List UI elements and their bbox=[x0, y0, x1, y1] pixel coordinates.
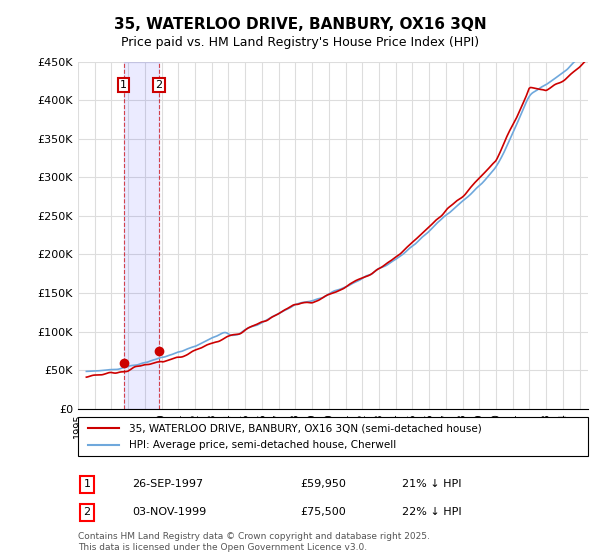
Text: 22% ↓ HPI: 22% ↓ HPI bbox=[402, 507, 461, 517]
Text: £59,950: £59,950 bbox=[300, 479, 346, 489]
Text: 35, WATERLOO DRIVE, BANBURY, OX16 3QN (semi-detached house): 35, WATERLOO DRIVE, BANBURY, OX16 3QN (s… bbox=[129, 423, 482, 433]
Bar bbox=[124, 62, 159, 409]
Text: 21% ↓ HPI: 21% ↓ HPI bbox=[402, 479, 461, 489]
Text: 35, WATERLOO DRIVE, BANBURY, OX16 3QN: 35, WATERLOO DRIVE, BANBURY, OX16 3QN bbox=[113, 17, 487, 32]
Text: 1: 1 bbox=[83, 479, 91, 489]
Text: 2: 2 bbox=[155, 80, 163, 90]
Text: 03-NOV-1999: 03-NOV-1999 bbox=[132, 507, 206, 517]
Text: Price paid vs. HM Land Registry's House Price Index (HPI): Price paid vs. HM Land Registry's House … bbox=[121, 36, 479, 49]
Text: £75,500: £75,500 bbox=[300, 507, 346, 517]
Text: 2: 2 bbox=[83, 507, 91, 517]
Text: 1: 1 bbox=[120, 80, 127, 90]
Text: 26-SEP-1997: 26-SEP-1997 bbox=[132, 479, 203, 489]
Text: Contains HM Land Registry data © Crown copyright and database right 2025.
This d: Contains HM Land Registry data © Crown c… bbox=[78, 532, 430, 552]
FancyBboxPatch shape bbox=[78, 417, 588, 456]
Text: HPI: Average price, semi-detached house, Cherwell: HPI: Average price, semi-detached house,… bbox=[129, 440, 396, 450]
